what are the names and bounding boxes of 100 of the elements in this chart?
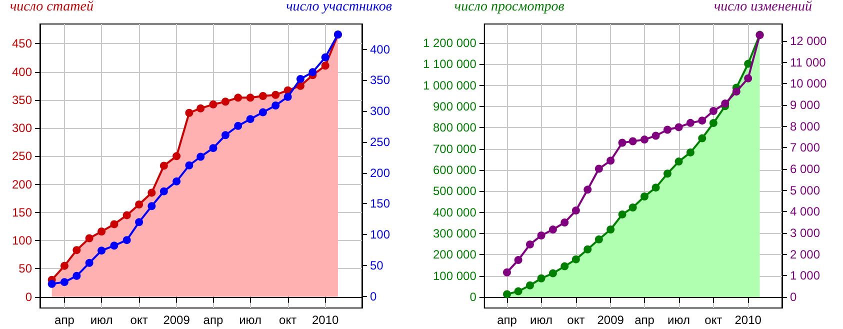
point (196, 104, 205, 112)
point (135, 218, 144, 226)
point (321, 53, 330, 62)
y2-tick-label: 300 (370, 104, 390, 118)
y2-tick-label: 12 000 (790, 34, 828, 48)
point (698, 116, 706, 125)
y-tick-label: 400 000 (432, 205, 477, 220)
point (221, 131, 230, 140)
point (618, 210, 626, 218)
point (209, 144, 218, 152)
y2-tick-label: 7 000 (790, 140, 820, 155)
point (663, 170, 672, 178)
point (185, 161, 194, 170)
y-tick-label: 800 000 (432, 120, 477, 135)
point (234, 122, 242, 130)
y-tick-label: 200 (12, 177, 32, 192)
x-tick-label: 2010 (734, 313, 762, 327)
y-tick-label: 150 (12, 205, 32, 220)
point (548, 269, 557, 278)
point (502, 290, 511, 298)
point (110, 242, 118, 250)
point (172, 152, 181, 160)
point (606, 225, 615, 234)
y-tick-label: 400 (12, 64, 32, 79)
y-tick-label: 100 (12, 234, 32, 248)
point (272, 90, 280, 99)
point (709, 119, 718, 128)
x-tick-label: окт (567, 313, 586, 327)
point (618, 138, 626, 147)
y2-tick-label: 250 (370, 134, 390, 149)
y2-tick-label: 6 000 (790, 162, 820, 176)
y2-tick-label: 200 (370, 166, 390, 180)
point (572, 206, 580, 215)
point (122, 236, 131, 244)
point (594, 164, 603, 173)
point (572, 255, 580, 264)
point (674, 123, 683, 132)
point (652, 132, 660, 140)
point (98, 246, 106, 255)
point (272, 102, 280, 110)
y-tick-label: 1 000 000 (422, 78, 477, 92)
point (172, 177, 181, 186)
point (526, 281, 534, 290)
point (744, 60, 752, 68)
x-tick-label: окт (130, 313, 148, 327)
y-tick-label: 50 (18, 262, 32, 276)
y2-tick-label: 1 000 (790, 268, 820, 283)
point (246, 115, 254, 124)
point (514, 256, 522, 264)
y-tick-label: 300 000 (432, 226, 477, 241)
point (98, 228, 106, 236)
y2-tick-label: 8 000 (790, 119, 820, 134)
y-tick-label: 900 000 (432, 100, 477, 114)
y-tick-label: 700 000 (432, 142, 477, 156)
y2-tick-label: 50 (370, 258, 384, 272)
point (628, 137, 637, 146)
point (584, 245, 592, 254)
point (85, 234, 94, 242)
y2-tick-label: 100 (370, 228, 390, 242)
point (560, 262, 569, 270)
y2-tick-label: 400 (370, 42, 390, 56)
point (321, 62, 330, 70)
point (584, 186, 592, 194)
y2-tick-label: 0 (790, 290, 797, 304)
point (258, 92, 267, 100)
point (537, 274, 546, 282)
point (85, 258, 94, 267)
x-tick-label: 2009 (597, 313, 624, 327)
y-tick-label: 250 (12, 149, 32, 164)
y2-axis-title: число изменений (714, 0, 812, 14)
point (732, 88, 740, 96)
point (258, 108, 267, 116)
point (148, 188, 156, 197)
y-tick-label: 300 (12, 121, 32, 136)
point (526, 240, 534, 248)
y-tick-label: 450 (12, 36, 32, 51)
point (721, 100, 730, 108)
x-tick-label: июл (668, 313, 690, 327)
point (652, 184, 660, 192)
y2-tick-label: 350 (370, 73, 390, 88)
x-tick-label: апр (497, 313, 518, 327)
point (698, 134, 706, 142)
point (110, 220, 118, 228)
x-tick-label: апр (54, 313, 75, 327)
point (72, 272, 81, 280)
point (185, 108, 194, 117)
y-tick-label: 1 100 000 (422, 57, 477, 72)
point (502, 268, 511, 276)
y2-tick-label: 5 000 (790, 183, 820, 198)
point (744, 74, 752, 82)
point (148, 202, 156, 210)
x-tick-label: июл (90, 313, 113, 327)
point (209, 100, 218, 108)
x-tick-label: апр (634, 313, 655, 327)
y-tick-label: 1 200 000 (422, 36, 477, 50)
point (72, 246, 81, 254)
y2-axis-title: число участников (286, 0, 392, 14)
x-tick-label: июл (239, 313, 262, 327)
y2-tick-label: 150 (370, 196, 390, 211)
point (628, 203, 637, 212)
